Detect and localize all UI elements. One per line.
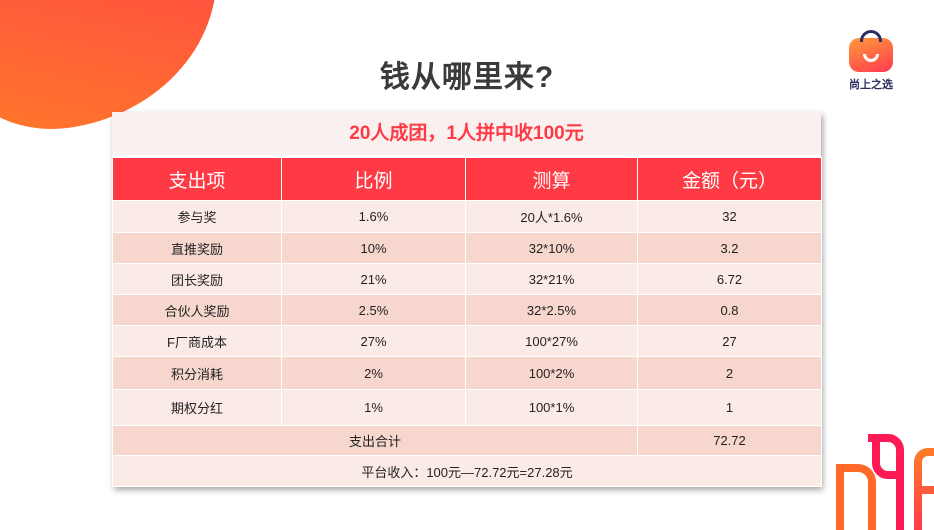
table-row: 合伙人奖励 2.5% 32*2.5% 0.8 (112, 294, 822, 326)
item-cell: 团长奖励 (112, 263, 282, 295)
calc-cell: 100*1% (465, 389, 638, 426)
calc-cell: 100*27% (465, 325, 638, 357)
brand-logo: 尚上之选 (846, 30, 896, 92)
calc-cell: 20人*1.6% (465, 200, 638, 233)
amount-cell: 2 (637, 356, 822, 390)
item-cell: 积分消耗 (112, 356, 282, 390)
table-caption: 20人成团，1人拼中收100元 (112, 112, 821, 157)
amount-cell: 1 (637, 389, 822, 426)
table-row: F厂商成本 27% 100*27% 27 (112, 325, 822, 357)
item-cell: F厂商成本 (112, 325, 282, 357)
header-amount: 金额（元） (637, 157, 822, 201)
income-row: 平台收入：100元—72.72元=27.28元 (112, 455, 822, 487)
header-ratio: 比例 (281, 157, 466, 201)
item-cell: 期权分红 (112, 389, 282, 426)
header-item: 支出项 (112, 157, 282, 201)
ratio-cell: 2.5% (281, 294, 466, 326)
item-cell: 参与奖 (112, 200, 282, 233)
amount-cell: 0.8 (637, 294, 822, 326)
calc-cell: 100*2% (465, 356, 638, 390)
page-title: 钱从哪里来? (379, 61, 555, 94)
ratio-cell: 1% (281, 389, 466, 426)
item-cell: 直推奖励 (112, 232, 282, 264)
calc-cell: 32*10% (465, 232, 638, 264)
total-row: 支出合计 72.72 (112, 425, 822, 456)
shopping-bag-icon (849, 30, 893, 72)
calc-cell: 32*21% (465, 263, 638, 295)
ratio-cell: 27% (281, 325, 466, 357)
total-value: 72.72 (637, 425, 822, 456)
logo-text: 尚上之选 (849, 79, 893, 91)
ratio-cell: 21% (281, 263, 466, 295)
amount-cell: 3.2 (637, 232, 822, 264)
table-row: 期权分红 1% 100*1% 1 (112, 389, 822, 426)
table-row: 团长奖励 21% 32*21% 6.72 (112, 263, 822, 295)
ratio-cell: 1.6% (281, 200, 466, 233)
income-text: 平台收入：100元—72.72元=27.28元 (112, 455, 822, 487)
amount-cell: 6.72 (637, 263, 822, 295)
table-row: 积分消耗 2% 100*2% 2 (112, 356, 822, 390)
table-row: 参与奖 1.6% 20人*1.6% 32 (112, 200, 822, 233)
item-cell: 合伙人奖励 (112, 294, 282, 326)
amount-cell: 32 (637, 200, 822, 233)
expense-table: 20人成团，1人拼中收100元 支出项 比例 测算 金额（元） 参与奖 1.6% 2… (112, 112, 822, 487)
table-header-row: 支出项 比例 测算 金额（元） (112, 157, 822, 201)
total-label: 支出合计 (112, 425, 638, 456)
ratio-cell: 10% (281, 232, 466, 264)
calc-cell: 32*2.5% (465, 294, 638, 326)
header-calc: 测算 (465, 157, 638, 201)
amount-cell: 27 (637, 325, 822, 357)
table-row: 直推奖励 10% 32*10% 3.2 (112, 232, 822, 264)
ratio-cell: 2% (281, 356, 466, 390)
decorative-letter-shapes (836, 434, 934, 530)
